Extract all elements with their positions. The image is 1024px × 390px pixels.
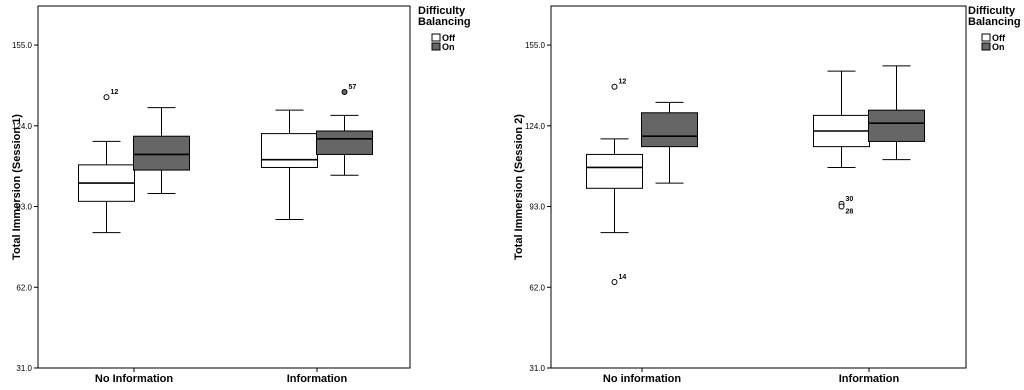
legend-entry-off: Off: [442, 33, 456, 43]
legend-swatch-off: [981, 33, 991, 42]
box-on-2: [868, 65, 925, 161]
plot-frame: [550, 5, 967, 369]
y-tick-label: 31.0: [16, 364, 32, 373]
y-tick-label: 155.0: [525, 41, 546, 50]
box-off-2: 30 28: [813, 70, 870, 216]
y-tick-label: 124.0: [525, 122, 546, 131]
chart-panel-1: 31.0 62.0 93.0 124.0 155.0 Total Immersion (S…: [11, 5, 471, 385]
box-body: [586, 153, 643, 189]
box-on-1: [641, 101, 698, 184]
box-body: [641, 112, 698, 148]
outlier-point: [611, 83, 618, 90]
outlier-label: 12: [111, 89, 119, 96]
y-tick-label: 93.0: [529, 203, 545, 212]
box-off-1: 12: [78, 89, 135, 234]
legend-swatch-on: [431, 42, 441, 51]
outlier-label: 30: [846, 196, 854, 203]
x-category-label: Information: [287, 373, 348, 385]
legend-entry-off: Off: [992, 33, 1006, 43]
outlier-label: 14: [619, 274, 627, 281]
outlier-label: 57: [349, 84, 357, 91]
box-body: [316, 130, 373, 155]
box-body: [261, 133, 318, 168]
box-off-2: [261, 109, 318, 221]
y-axis-title: Total Immersion (Session 2): [513, 114, 525, 260]
outlier-label: 28: [846, 209, 854, 216]
legend-title-line: Difficulty: [418, 5, 466, 17]
box-body: [133, 135, 190, 171]
chart-panel-2: 31.0 62.0 93.0 124.0 155.0 Total Immersion (S…: [513, 5, 1021, 385]
y-axis-title: Total Immersion (Session 1): [11, 114, 23, 260]
y-tick-label: 124.0: [12, 122, 33, 131]
box-on-2: 57: [316, 84, 373, 176]
legend-swatch-on: [981, 42, 991, 51]
outlier-label: 12: [619, 79, 627, 86]
y-tick-label: 93.0: [16, 203, 32, 212]
x-category-label: No information: [603, 373, 681, 385]
outlier-point: [341, 88, 348, 95]
box-on-1: [133, 107, 190, 195]
x-category-label: No Information: [95, 373, 173, 385]
legend-title-line: Balancing: [968, 16, 1021, 28]
plot-frame: [37, 5, 411, 369]
legend-entry-on: On: [992, 42, 1005, 52]
legend-title-line: Balancing: [418, 16, 471, 28]
legend-entry-on: On: [442, 42, 455, 52]
y-tick-label: 62.0: [16, 283, 32, 292]
legend-swatch-off: [431, 33, 441, 42]
x-category-label: Information: [839, 373, 900, 385]
outlier-point: [103, 94, 110, 101]
y-tick-label: 155.0: [12, 41, 33, 50]
y-tick-label: 31.0: [529, 364, 545, 373]
outlier-point: [838, 203, 845, 210]
outlier-point: [611, 279, 618, 286]
box-body: [868, 109, 925, 142]
box-off-1: 12 14: [586, 79, 643, 286]
y-tick-label: 62.0: [529, 283, 545, 292]
legend-title-line: Difficulty: [968, 5, 1016, 17]
